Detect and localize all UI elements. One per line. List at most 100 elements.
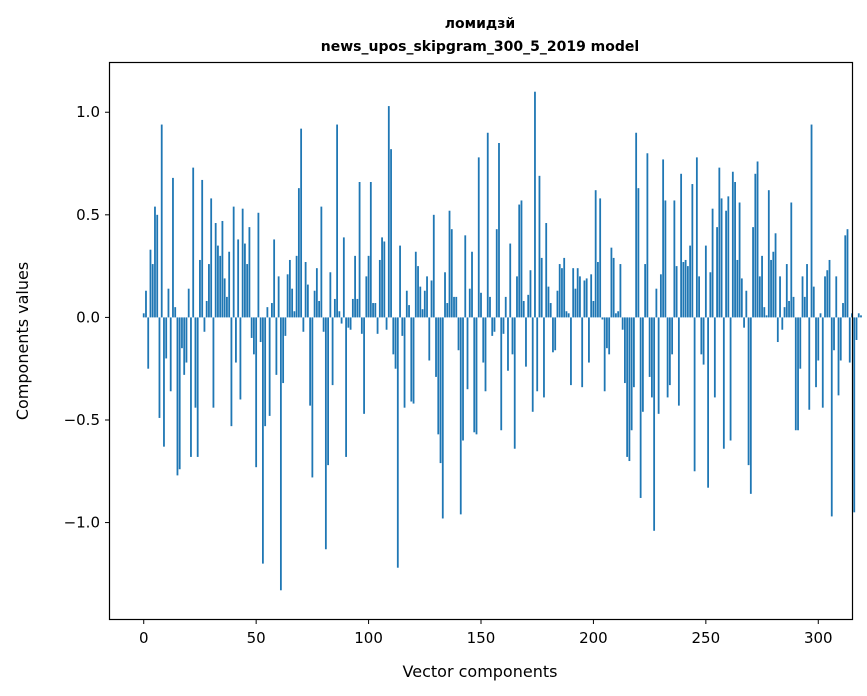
bar [259, 317, 262, 343]
x-tick-label: 0 [139, 629, 149, 647]
bar [414, 251, 417, 318]
bar [444, 272, 446, 318]
bar [232, 206, 235, 318]
bar [644, 264, 647, 318]
bar [383, 241, 386, 318]
bar [574, 288, 577, 318]
bar [349, 317, 352, 330]
bar [473, 317, 476, 433]
bar [156, 214, 159, 318]
bar [848, 317, 851, 363]
bar [572, 268, 575, 318]
bar [190, 317, 192, 457]
bar [583, 280, 586, 318]
bar [599, 198, 602, 318]
bar [666, 317, 669, 398]
bar [459, 317, 462, 515]
bar [178, 317, 181, 470]
bar [729, 317, 732, 441]
bar [837, 317, 840, 396]
bar [500, 317, 503, 431]
bar [633, 317, 635, 388]
bar [684, 259, 687, 318]
bars [142, 91, 862, 591]
bar [776, 317, 779, 343]
bar [356, 298, 359, 318]
bar [437, 317, 440, 435]
bar [635, 132, 638, 318]
bar [794, 317, 797, 431]
bar [621, 317, 624, 330]
x-tick-label: 300 [804, 629, 833, 647]
bar [695, 157, 698, 318]
bar [365, 276, 368, 318]
bar [815, 317, 817, 388]
x-axis-ticks: 0 50 100 150 200 250 300 [139, 619, 833, 647]
bar [716, 227, 718, 318]
bar [608, 317, 611, 355]
bar [509, 243, 512, 318]
bar [790, 202, 793, 318]
bar [484, 317, 487, 392]
bar [338, 311, 341, 318]
bar [628, 317, 631, 462]
bar [570, 317, 572, 386]
bar [430, 280, 433, 318]
bar [594, 190, 597, 318]
y-tick-label: −1.0 [64, 514, 100, 532]
x-tick-label: 100 [354, 629, 383, 647]
bar [205, 300, 208, 318]
bar [439, 317, 442, 464]
bar [754, 173, 757, 318]
bar [788, 300, 790, 318]
bar [475, 317, 478, 435]
bar [765, 315, 768, 318]
bar [615, 313, 617, 318]
bar [394, 317, 397, 369]
bar [244, 243, 246, 318]
bar [585, 278, 588, 318]
bar [239, 317, 242, 400]
bar [295, 255, 298, 318]
bar [860, 315, 862, 318]
bar [722, 317, 725, 449]
bar [347, 317, 350, 328]
bar [646, 153, 649, 318]
y-tick-label: −0.5 [64, 411, 100, 429]
bar [502, 317, 505, 334]
chart-title-line-2: news_upos_skipgram_300_5_2019 model [321, 39, 639, 55]
bar [779, 276, 781, 318]
bar [576, 268, 579, 318]
bar [226, 296, 228, 318]
bar [853, 317, 856, 513]
bar [857, 313, 860, 318]
bar [547, 286, 550, 318]
bar [273, 239, 276, 318]
bar [819, 313, 822, 318]
bar [745, 290, 748, 318]
bar [331, 317, 334, 386]
bar [421, 309, 424, 318]
bar [540, 257, 543, 318]
bar [286, 274, 289, 318]
bar [758, 276, 761, 318]
bar [588, 317, 590, 363]
bar [149, 249, 152, 318]
bar [734, 182, 736, 318]
bar [363, 317, 365, 414]
bar [417, 266, 419, 318]
bar [374, 303, 377, 318]
bar [468, 288, 471, 318]
x-tick-label: 150 [467, 629, 496, 647]
bar [561, 268, 563, 318]
bar [603, 317, 606, 392]
bar [446, 303, 449, 318]
bar [655, 288, 658, 318]
bar [264, 317, 267, 427]
bar [740, 278, 743, 318]
bar [183, 317, 186, 375]
bar [167, 288, 170, 318]
bar [230, 317, 233, 427]
bar [844, 235, 847, 318]
bar [477, 157, 480, 318]
